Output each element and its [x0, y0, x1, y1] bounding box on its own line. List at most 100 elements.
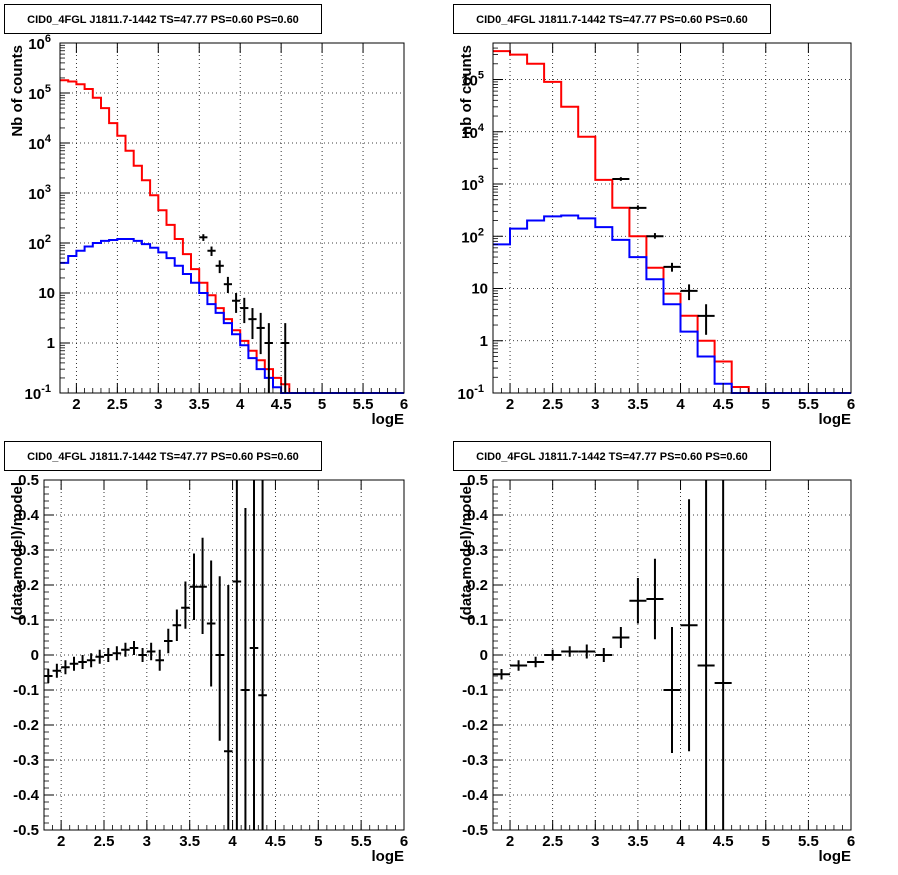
y-tick-label: 0.3 [467, 542, 488, 559]
y-tick-label: 106 [28, 33, 51, 53]
data-point [164, 628, 173, 654]
y-tick-label: -0.5 [462, 822, 488, 839]
x-tick-label: 4 [676, 396, 685, 413]
x-tick-label: 6 [400, 833, 408, 850]
y-tick-label: -0.1 [462, 682, 488, 699]
y-tick-label: 104 [461, 122, 485, 142]
chart-bottom-right: CID0_4FGL J1811.7-1442 TS=47.77 PS=0.60 … [453, 441, 855, 865]
x-tick-label: 3 [143, 833, 151, 850]
title-box [453, 441, 771, 471]
x-tick-label: 3.5 [627, 833, 648, 850]
x-tick-label: 3.5 [179, 833, 200, 850]
y-tick-label: 104 [28, 133, 52, 153]
data-point [578, 644, 596, 659]
y-tick-label: 0 [31, 647, 39, 664]
data-point [207, 246, 216, 256]
x-tick-label: 6 [847, 833, 855, 850]
chart-panel-top-right: CID0_4FGL J1811.7-1442 TS=47.77 PS=0.60 … [449, 0, 898, 437]
x-tick-label: 5 [762, 396, 770, 413]
chart-title: CID0_4FGL J1811.7-1442 TS=47.77 PS=0.60 … [27, 451, 299, 463]
data-point [595, 648, 613, 662]
data-point [697, 304, 715, 335]
chart-top-left: CID0_4FGL J1811.7-1442 TS=47.77 PS=0.60 … [4, 4, 408, 428]
data-point [241, 508, 250, 830]
data-point [146, 642, 156, 661]
data-point [138, 648, 147, 662]
x-tick-label: 4 [228, 833, 237, 850]
data-point [232, 480, 242, 830]
data-point [86, 653, 96, 668]
x-tick-label: 2 [506, 833, 514, 850]
x-tick-label: 2 [57, 833, 65, 850]
y-tick-label: 0.5 [18, 472, 39, 489]
x-tick-label: 5 [314, 833, 322, 850]
x-tick-label: 4 [236, 396, 245, 413]
x-axis-label: logE [372, 411, 405, 428]
x-tick-label: 6 [400, 396, 408, 413]
y-tick-label: 103 [28, 183, 51, 203]
x-tick-label: 3 [591, 833, 599, 850]
data-point [612, 177, 630, 181]
y-axis-label: (data-model)/model [9, 482, 26, 620]
x-tick-label: 2 [506, 396, 514, 413]
data-point [189, 553, 199, 620]
y-tick-label: -0.3 [13, 752, 39, 769]
y-tick-label: -0.5 [13, 822, 39, 839]
data-point [612, 627, 630, 648]
x-tick-label: 3 [154, 396, 162, 413]
y-tick-label: 0.4 [18, 507, 40, 524]
x-tick-label: 2.5 [542, 396, 563, 413]
data-point [646, 233, 664, 239]
data-point [215, 260, 224, 274]
chart-title: CID0_4FGL J1811.7-1442 TS=47.77 PS=0.60 … [476, 14, 748, 26]
y-tick-label: 1 [480, 333, 488, 350]
x-axis-label: logE [372, 848, 405, 865]
data-point [206, 560, 216, 687]
x-tick-label: 5.5 [351, 833, 372, 850]
x-tick-label: 2.5 [542, 833, 563, 850]
y-tick-label: 0 [480, 647, 488, 664]
y-tick-label: 105 [28, 83, 51, 103]
data-point [232, 293, 241, 313]
y-tick-label: 10-1 [25, 383, 51, 403]
x-tick-label: 3 [591, 396, 599, 413]
y-tick-label: 102 [461, 226, 484, 246]
data-point [249, 480, 259, 830]
title-box [4, 4, 322, 34]
data-point [129, 641, 139, 655]
data-point [95, 649, 104, 664]
x-tick-label: 2 [72, 396, 80, 413]
data-point [697, 480, 715, 830]
y-tick-label: 0.1 [18, 612, 39, 629]
data-point [172, 609, 182, 641]
y-tick-label: -0.1 [13, 682, 39, 699]
x-tick-label: 5.5 [353, 396, 374, 413]
x-axis-label: logE [819, 411, 852, 428]
y-tick-label: 0.4 [467, 507, 489, 524]
data-point [199, 234, 208, 241]
data-point [104, 648, 113, 662]
chart-bottom-left: CID0_4FGL J1811.7-1442 TS=47.77 PS=0.60 … [4, 441, 408, 865]
y-axis-label: Nb of counts [9, 45, 26, 137]
data-point [493, 669, 511, 680]
y-tick-label: 10 [38, 285, 55, 302]
y-tick-label: -0.4 [462, 787, 489, 804]
y-axis-label: (data-model)/model [458, 482, 475, 620]
data-point [680, 499, 698, 752]
x-tick-label: 5.5 [798, 833, 819, 850]
x-tick-label: 4.5 [713, 396, 734, 413]
data-point [224, 585, 233, 830]
title-box [4, 441, 322, 471]
x-tick-label: 2.5 [94, 833, 115, 850]
title-box [453, 4, 771, 34]
plot-area [493, 43, 851, 393]
x-axis-label: logE [819, 848, 852, 865]
y-tick-label: -0.4 [13, 787, 40, 804]
y-tick-label: 0.2 [18, 577, 39, 594]
x-tick-label: 2.5 [107, 396, 128, 413]
data-point [527, 656, 545, 668]
x-tick-label: 4.5 [271, 396, 292, 413]
x-tick-label: 3.5 [189, 396, 210, 413]
x-tick-label: 4 [676, 833, 685, 850]
x-tick-label: 6 [847, 396, 855, 413]
